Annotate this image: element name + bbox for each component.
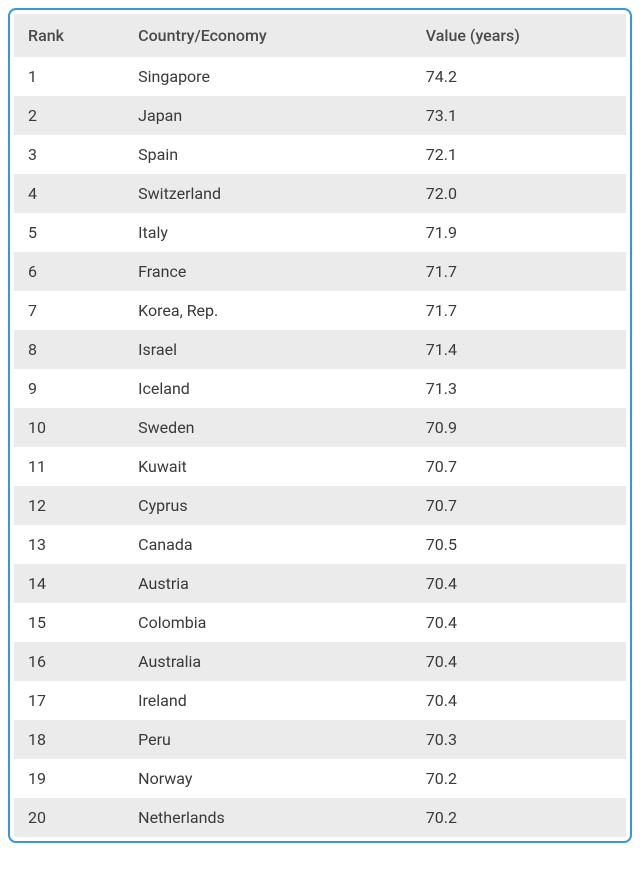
table-row: 6France71.7 [14,252,626,291]
cell-country: Cyprus [124,486,412,525]
table-row: 19Norway70.2 [14,759,626,798]
column-header-country: Country/Economy [124,14,412,57]
cell-value: 70.4 [412,564,626,603]
cell-rank: 12 [14,486,124,525]
cell-country: Switzerland [124,174,412,213]
table-row: 7Korea, Rep.71.7 [14,291,626,330]
table-row: 12Cyprus70.7 [14,486,626,525]
cell-rank: 7 [14,291,124,330]
cell-value: 70.2 [412,759,626,798]
cell-rank: 16 [14,642,124,681]
table-row: 18Peru70.3 [14,720,626,759]
cell-rank: 18 [14,720,124,759]
cell-value: 71.3 [412,369,626,408]
table-row: 16Australia70.4 [14,642,626,681]
cell-value: 70.5 [412,525,626,564]
table-row: 17Ireland70.4 [14,681,626,720]
cell-country: Sweden [124,408,412,447]
cell-country: Spain [124,135,412,174]
ranking-table-container: Rank Country/Economy Value (years) 1Sing… [8,8,632,843]
table-row: 11Kuwait70.7 [14,447,626,486]
cell-value: 70.7 [412,486,626,525]
table-row: 20Netherlands70.2 [14,798,626,837]
cell-country: Austria [124,564,412,603]
column-header-value: Value (years) [412,14,626,57]
cell-rank: 20 [14,798,124,837]
table-row: 14Austria70.4 [14,564,626,603]
cell-value: 71.4 [412,330,626,369]
cell-value: 72.0 [412,174,626,213]
ranking-table: Rank Country/Economy Value (years) 1Sing… [14,14,626,837]
cell-rank: 2 [14,96,124,135]
cell-rank: 11 [14,447,124,486]
table-row: 1Singapore74.2 [14,57,626,96]
cell-country: Italy [124,213,412,252]
cell-country: Australia [124,642,412,681]
cell-rank: 14 [14,564,124,603]
cell-value: 70.4 [412,642,626,681]
table-row: 10Sweden70.9 [14,408,626,447]
cell-rank: 13 [14,525,124,564]
cell-value: 73.1 [412,96,626,135]
cell-country: Peru [124,720,412,759]
cell-country: Kuwait [124,447,412,486]
table-row: 4Switzerland72.0 [14,174,626,213]
cell-rank: 8 [14,330,124,369]
cell-rank: 5 [14,213,124,252]
cell-country: Korea, Rep. [124,291,412,330]
cell-value: 70.9 [412,408,626,447]
cell-rank: 4 [14,174,124,213]
table-body: 1Singapore74.22Japan73.13Spain72.14Switz… [14,57,626,837]
cell-value: 71.9 [412,213,626,252]
cell-value: 72.1 [412,135,626,174]
cell-rank: 19 [14,759,124,798]
table-row: 2Japan73.1 [14,96,626,135]
cell-value: 70.4 [412,681,626,720]
column-header-rank: Rank [14,14,124,57]
cell-rank: 15 [14,603,124,642]
cell-rank: 17 [14,681,124,720]
cell-country: Singapore [124,57,412,96]
table-row: 9Iceland71.3 [14,369,626,408]
cell-country: Ireland [124,681,412,720]
table-row: 15Colombia70.4 [14,603,626,642]
cell-rank: 10 [14,408,124,447]
table-header-row: Rank Country/Economy Value (years) [14,14,626,57]
cell-country: Norway [124,759,412,798]
cell-value: 74.2 [412,57,626,96]
cell-rank: 9 [14,369,124,408]
cell-value: 71.7 [412,291,626,330]
cell-rank: 1 [14,57,124,96]
cell-value: 70.3 [412,720,626,759]
table-row: 3Spain72.1 [14,135,626,174]
cell-country: Netherlands [124,798,412,837]
cell-country: Japan [124,96,412,135]
cell-value: 71.7 [412,252,626,291]
cell-country: Colombia [124,603,412,642]
cell-country: Canada [124,525,412,564]
cell-rank: 6 [14,252,124,291]
table-row: 13Canada70.5 [14,525,626,564]
cell-country: Israel [124,330,412,369]
table-row: 8Israel71.4 [14,330,626,369]
cell-value: 70.2 [412,798,626,837]
cell-country: Iceland [124,369,412,408]
cell-value: 70.4 [412,603,626,642]
cell-value: 70.7 [412,447,626,486]
cell-rank: 3 [14,135,124,174]
cell-country: France [124,252,412,291]
table-row: 5Italy71.9 [14,213,626,252]
